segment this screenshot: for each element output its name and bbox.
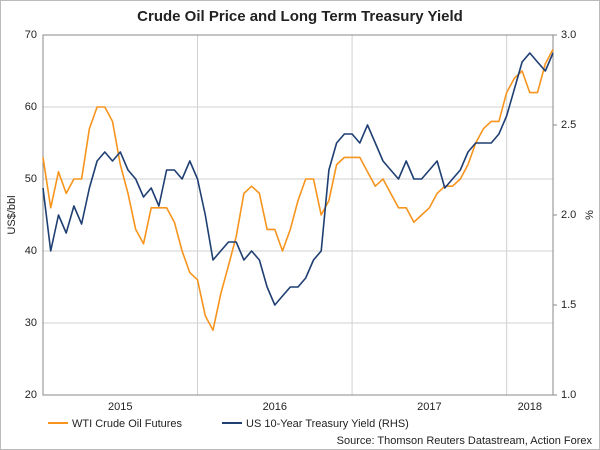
y-tick-label: 60 <box>25 101 37 113</box>
x-tick-label: 2018 <box>518 401 542 413</box>
y-tick-label: 70 <box>25 29 37 41</box>
x-tick-label: 2015 <box>108 401 132 413</box>
y-axis-label: US$/bbl <box>6 195 18 234</box>
y2-tick-label: 3.0 <box>561 29 576 41</box>
y2-tick-label: 2.0 <box>561 209 576 221</box>
y-tick-label: 20 <box>25 389 37 401</box>
y2-axis-label: % <box>584 210 596 220</box>
y-tick-label: 30 <box>25 317 37 329</box>
source-note: Source: Thomson Reuters Datastream, Acti… <box>337 435 593 447</box>
x-tick-label: 2016 <box>263 401 287 413</box>
legend-label: US 10-Year Treasury Yield (RHS) <box>246 418 409 430</box>
y-tick-label: 40 <box>25 245 37 257</box>
chart-title: Crude Oil Price and Long Term Treasury Y… <box>137 8 463 25</box>
legend-label: WTI Crude Oil Futures <box>72 418 183 430</box>
plot-border <box>42 34 554 396</box>
y2-tick-label: 1.0 <box>561 389 576 401</box>
x-tick-label: 2017 <box>417 401 441 413</box>
series-line <box>42 52 554 306</box>
y-tick-label: 50 <box>25 173 37 185</box>
y2-tick-label: 1.5 <box>561 299 576 311</box>
y2-tick-label: 2.5 <box>561 119 576 131</box>
series-line <box>42 49 554 331</box>
